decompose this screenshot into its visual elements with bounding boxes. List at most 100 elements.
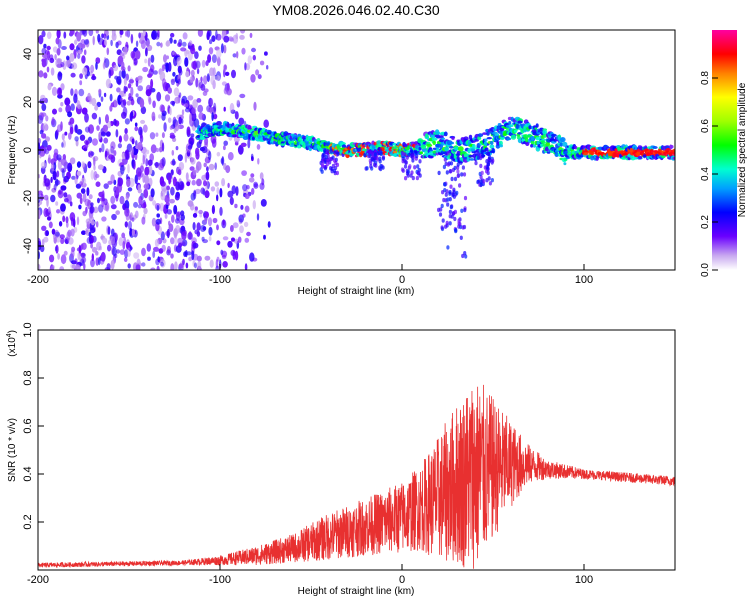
- spectrogram-cell: [152, 250, 156, 258]
- spectrogram-x-tick-label: 100: [575, 274, 593, 286]
- spectrogram-cell: [103, 92, 107, 98]
- spectrogram-cell: [410, 170, 414, 175]
- spectrogram-cell: [58, 107, 63, 113]
- spectrogram-cell: [246, 231, 251, 237]
- spectrogram-cell: [44, 178, 51, 187]
- spectrogram-cell: [261, 178, 265, 186]
- spectrogram-cell: [404, 160, 408, 165]
- spectrogram-cell: [172, 71, 176, 77]
- spectrogram-cell: [148, 86, 153, 95]
- spectrogram-cell: [60, 254, 67, 265]
- spectrogram-cell: [50, 266, 54, 270]
- spectrogram-cell: [90, 227, 96, 234]
- spectrogram-cell: [42, 122, 49, 132]
- spectrogram-cell: [144, 174, 150, 185]
- spectrogram-cell: [70, 216, 74, 227]
- spectrogram-cell: [670, 145, 674, 149]
- spectrogram-cell: [237, 236, 242, 243]
- spectrogram-cell: [127, 65, 131, 72]
- spectrogram-cell: [145, 47, 148, 57]
- spectrogram-cell: [81, 256, 87, 264]
- spectrogram-cell: [103, 198, 108, 206]
- spectrogram-cell: [134, 174, 138, 185]
- spectrogram-cell: [57, 160, 63, 170]
- spectrogram-cell: [209, 67, 215, 77]
- spectrogram-cell: [166, 249, 172, 256]
- spectrogram-cell: [240, 142, 247, 147]
- spectrogram-cell: [147, 94, 151, 103]
- spectrogram-cell: [145, 39, 150, 47]
- spectrogram-cell: [247, 55, 252, 65]
- spectrogram-cell: [187, 145, 193, 150]
- spectrogram-cell: [38, 263, 41, 270]
- spectrogram-cell: [146, 243, 151, 252]
- spectrogram-cell: [216, 56, 221, 67]
- spectrogram-cell: [90, 243, 93, 249]
- spectrogram-cell: [441, 190, 445, 195]
- svg-text:(x104): (x104): [6, 330, 18, 357]
- spectrogram-cell: [74, 258, 78, 265]
- spectrogram-cell: [247, 138, 251, 149]
- spectrogram-cell: [191, 61, 196, 69]
- spectrogram-cell: [196, 98, 202, 103]
- spectrogram-cell: [252, 54, 256, 61]
- spectrogram-cell: [320, 169, 324, 174]
- spectrogram-cell: [195, 147, 200, 157]
- spectrogram-cell: [101, 143, 105, 153]
- spectrogram-cell: [80, 252, 86, 258]
- spectrogram-cell: [101, 33, 104, 38]
- spectrogram-cell: [263, 119, 270, 128]
- spectrogram-cell: [115, 210, 120, 216]
- spectrogram-cell: [471, 143, 476, 149]
- spectrogram-cell: [171, 214, 175, 223]
- spectrogram-cell: [240, 30, 246, 34]
- spectrogram-cell: [240, 204, 244, 210]
- spectrogram-cell: [147, 73, 153, 78]
- spectrogram-cell: [97, 37, 104, 45]
- spectrogram-cell: [79, 73, 83, 79]
- spectrogram-cell: [127, 83, 132, 89]
- spectrogram-cell: [393, 152, 398, 157]
- spectrogram-cell: [208, 163, 215, 171]
- spectrogram-cell: [39, 149, 46, 157]
- spectrogram-cell: [463, 207, 467, 213]
- spectrogram-cell: [40, 193, 44, 201]
- spectrogram-cell: [256, 144, 261, 150]
- spectrogram-cell: [61, 158, 67, 166]
- spectrogram-cell: [182, 41, 187, 47]
- spectrogram-x-tick-label: -100: [209, 274, 231, 286]
- spectrogram-cell: [98, 131, 102, 140]
- spectrogram-cell: [482, 179, 486, 184]
- spectrogram-cell: [119, 249, 125, 255]
- spectrogram-cell: [87, 161, 92, 169]
- spectrogram-cell: [563, 162, 567, 166]
- spectrogram-cell: [100, 251, 106, 262]
- spectrogram-cell: [216, 151, 221, 157]
- spectrogram-cell: [42, 53, 48, 58]
- spectrogram-cell: [378, 148, 383, 153]
- spectrogram-cell: [69, 30, 75, 36]
- spectrogram-cell: [81, 161, 85, 168]
- spectrogram-cell: [71, 175, 76, 180]
- spectrogram-cell: [192, 169, 197, 176]
- spectrogram-cell: [405, 171, 410, 176]
- spectrogram-cell: [189, 166, 195, 171]
- spectrogram-cell: [560, 137, 566, 143]
- spectrogram-cell: [95, 61, 98, 70]
- spectrogram-cell: [74, 124, 78, 134]
- spectrogram-cell: [479, 155, 483, 161]
- spectrogram-cell: [201, 59, 206, 68]
- spectrogram-cell: [62, 215, 66, 223]
- spectrogram-cell: [223, 145, 226, 151]
- spectrogram-cell: [202, 91, 208, 96]
- spectrogram-cell: [170, 32, 175, 38]
- spectrogram-cell: [172, 158, 176, 166]
- spectrogram-cell: [249, 32, 253, 39]
- spectrogram-cell: [192, 99, 198, 109]
- spectrogram-cell: [214, 75, 221, 81]
- spectrogram-cell: [165, 204, 169, 209]
- spectrogram-cell: [164, 213, 168, 219]
- spectrogram-cell: [95, 173, 100, 179]
- spectrogram-cell: [71, 62, 78, 70]
